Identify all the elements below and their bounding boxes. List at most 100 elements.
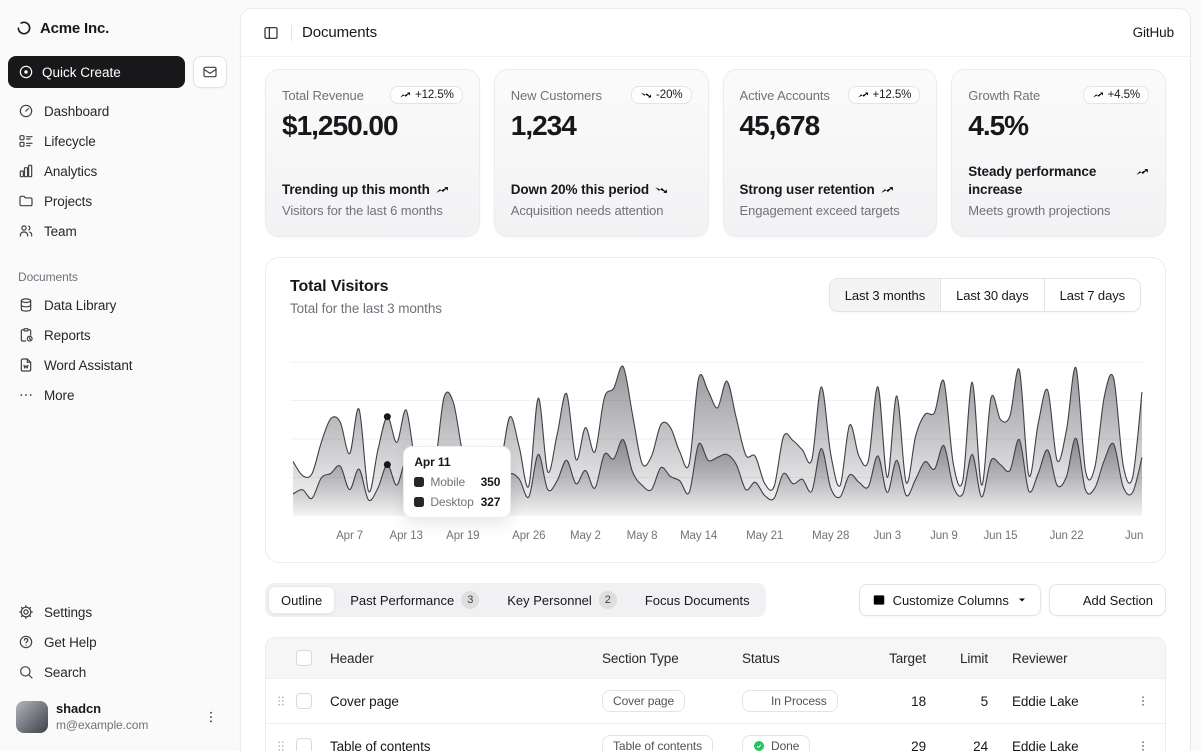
row-reviewer[interactable]: Eddie Lake: [1012, 738, 1079, 751]
page-title: Documents: [302, 24, 377, 41]
sidebar-item-search[interactable]: Search: [8, 657, 227, 687]
stat-value: 4.5%: [968, 110, 1029, 141]
org-switcher[interactable]: Acme Inc.: [8, 12, 227, 44]
table-header-row: Header Section Type Status Target Limit …: [266, 638, 1165, 678]
trending-up-icon: [857, 92, 868, 98]
sidebar-item-team[interactable]: Team: [8, 216, 227, 246]
x-axis-tick: May 28: [812, 530, 849, 542]
col-reviewer: Reviewer: [1012, 650, 1068, 666]
row-header[interactable]: Table of contents: [330, 738, 431, 751]
sidebar-item-data-library[interactable]: Data Library: [8, 290, 227, 320]
sidebar-section-label: Documents: [18, 270, 78, 284]
table-toolbar: Outline Past Performance 3 Key Personnel 2…: [265, 583, 1166, 617]
stat-value: 1,234: [510, 110, 577, 141]
sidebar-item-settings[interactable]: Settings: [8, 597, 227, 627]
clipboard-report-icon: [20, 328, 33, 342]
folder-icon: [19, 195, 33, 207]
user-menu[interactable]: shadcn m@example.com: [8, 695, 227, 739]
x-axis-tick: May 21: [746, 530, 783, 542]
total-visitors-card: Total Visitors Total for the last 3 mont…: [265, 257, 1166, 563]
drag-handle-icon[interactable]: [266, 694, 296, 708]
user-email: m@example.com: [56, 717, 149, 732]
trending-up-icon: [880, 186, 893, 193]
panel-left-icon: [264, 26, 278, 39]
sidebar-item-reports[interactable]: Reports: [8, 320, 227, 350]
sidebar-item-get-help[interactable]: Get Help: [8, 627, 227, 657]
quick-create-button[interactable]: Quick Create: [8, 56, 185, 88]
users-icon: [19, 225, 33, 237]
sidebar-item-lifecycle[interactable]: Lifecycle: [8, 126, 227, 156]
count-badge: 2: [598, 591, 617, 609]
tab-outline[interactable]: Outline: [268, 586, 336, 614]
github-link[interactable]: GitHub: [1132, 25, 1175, 40]
trending-up-icon: [435, 186, 448, 193]
col-header: Header: [330, 650, 374, 666]
row-target[interactable]: 29: [911, 738, 926, 751]
add-section-button[interactable]: Add Section: [1048, 584, 1166, 616]
row-reviewer[interactable]: Eddie Lake: [1012, 693, 1079, 709]
file-word-icon: [20, 358, 32, 372]
inbox-button[interactable]: [193, 56, 227, 88]
desktop-swatch: [414, 497, 425, 507]
header-separator: [291, 24, 292, 41]
row-header[interactable]: Cover page: [330, 693, 399, 709]
sidebar-item-more[interactable]: More: [8, 380, 227, 410]
row-checkbox[interactable]: [296, 738, 312, 751]
chart-title: Total Visitors: [290, 278, 389, 295]
ellipsis-icon: [20, 394, 32, 396]
sidebar-item-dashboard[interactable]: Dashboard: [8, 96, 227, 126]
chevron-down-icon: [1018, 598, 1025, 602]
nav-documents: Data Library Reports Word Assistant More: [8, 290, 227, 410]
tab-key-personnel[interactable]: Key Personnel 2: [494, 586, 630, 614]
nav-main: Dashboard Lifecycle Analytics Projects T…: [8, 96, 227, 246]
x-axis-tick: Apr 26: [512, 530, 545, 542]
row-menu-button[interactable]: [1121, 694, 1165, 708]
card-total-revenue: Total Revenue +12.5% $1,250.00 Trending …: [265, 69, 480, 237]
circle-dot-icon: [19, 65, 33, 79]
sidebar-item-word-assistant[interactable]: Word Assistant: [8, 350, 227, 380]
trending-up-icon: [1092, 92, 1103, 98]
trend-badge: +4.5%: [1082, 86, 1149, 104]
row-limit[interactable]: 5: [980, 693, 989, 709]
bar-chart-icon: [19, 164, 33, 178]
nav-secondary: Settings Get Help Search: [8, 597, 227, 687]
col-limit: Limit: [959, 650, 988, 666]
database-icon: [20, 298, 32, 312]
row-checkbox[interactable]: [296, 693, 312, 709]
dots-vertical-icon[interactable]: [203, 709, 219, 725]
range-last-7-days[interactable]: Last 7 days: [1043, 279, 1140, 311]
table-row: Cover page Cover page In Process 18 5 Ed…: [266, 678, 1165, 723]
sidebar: Acme Inc. Quick Create Dashboard Lifecyc…: [0, 0, 240, 751]
x-axis-tick: Jun 3: [873, 530, 901, 542]
range-last-3-months[interactable]: Last 3 months: [829, 279, 941, 311]
select-all-checkbox[interactable]: [296, 650, 312, 666]
customize-columns-button[interactable]: Customize Columns: [858, 584, 1041, 616]
stat-value: 45,678: [739, 110, 821, 141]
site-header: Documents GitHub: [241, 9, 1190, 57]
row-menu-button[interactable]: [1121, 739, 1165, 751]
x-axis-tick: May 2: [570, 530, 601, 542]
row-limit[interactable]: 24: [973, 738, 988, 751]
row-target[interactable]: 18: [911, 693, 926, 709]
x-axis-tick: Jun 9: [930, 530, 958, 542]
trend-badge: +12.5%: [390, 86, 463, 104]
card-new-customers: New Customers -20% 1,234 Down 20% this p…: [493, 69, 709, 237]
trending-up-icon: [400, 92, 411, 98]
drag-handle-icon[interactable]: [266, 739, 296, 751]
chart-area[interactable]: Apr 7 Apr 13 Apr 19 Apr 26 May 2 May 8 May 14 M…: [290, 350, 1145, 544]
chart-subtitle: Total for the last 3 months: [290, 301, 442, 316]
gear-icon: [19, 605, 33, 619]
user-name: shadcn: [56, 701, 101, 717]
sidebar-toggle-button[interactable]: [257, 19, 285, 47]
view-tabs: Outline Past Performance 3 Key Personnel 2…: [265, 583, 766, 617]
sidebar-item-projects[interactable]: Projects: [8, 186, 227, 216]
avatar: [16, 701, 48, 733]
col-status: Status: [742, 650, 780, 666]
section-type-badge: Table of contents: [602, 735, 714, 751]
tab-past-performance[interactable]: Past Performance 3: [337, 586, 492, 614]
x-axis-tick: Apr 7: [336, 530, 363, 542]
tab-focus-documents[interactable]: Focus Documents: [632, 586, 763, 614]
check-circle-icon: [754, 741, 764, 751]
sidebar-item-analytics[interactable]: Analytics: [8, 156, 227, 186]
range-last-30-days[interactable]: Last 30 days: [940, 279, 1044, 311]
